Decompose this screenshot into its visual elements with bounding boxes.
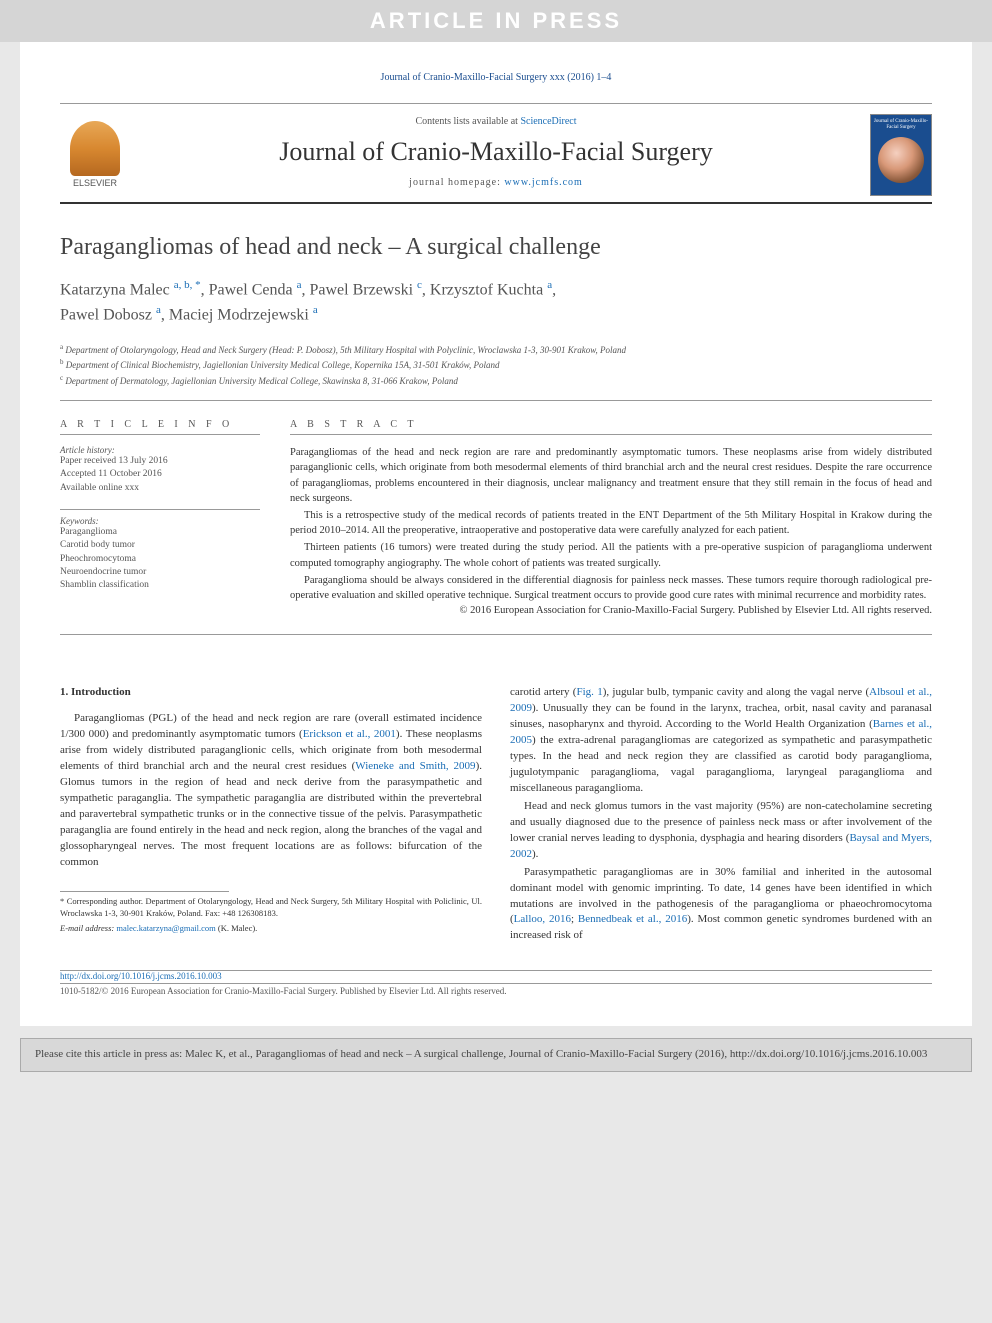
citation-link[interactable]: Bennedbeak et al., 2016 — [578, 913, 687, 925]
affiliation: c Department of Dermatology, Jagiellonia… — [60, 373, 932, 389]
author: Maciej Modrzejewski — [169, 307, 309, 324]
abstract-para: Paraganglioma should be always considere… — [290, 573, 932, 603]
elsevier-tree-icon — [70, 121, 120, 176]
keywords-label: Keywords: — [60, 516, 260, 526]
email-label: E-mail address: — [60, 923, 116, 933]
sciencedirect-link[interactable]: ScienceDirect — [520, 116, 576, 127]
aff-text: Department of Dermatology, Jagiellonian … — [65, 376, 458, 386]
info-abstract-row: A R T I C L E I N F O Article history: P… — [60, 419, 932, 635]
author: Pawel Cenda — [209, 281, 293, 298]
page: Journal of Cranio-Maxillo-Facial Surgery… — [20, 42, 972, 1026]
author-sup: a — [547, 279, 552, 291]
author-sup: a — [156, 304, 161, 316]
homepage-link[interactable]: www.jcmfs.com — [504, 177, 582, 188]
history-item: Accepted 11 October 2016 — [60, 468, 260, 481]
author-sup: a, b, * — [174, 279, 201, 291]
contents-text: Contents lists available at — [415, 116, 520, 127]
author: Pawel Brzewski — [309, 281, 413, 298]
body-text: ), jugular bulb, tympanic cavity and alo… — [603, 686, 869, 698]
author-sup: a — [313, 304, 318, 316]
article-info-heading: A R T I C L E I N F O — [60, 419, 260, 435]
abstract-para: Thirteen patients (16 tumors) were treat… — [290, 540, 932, 570]
cover-title: Journal of Cranio-Maxillo-Facial Surgery — [871, 119, 931, 131]
author: Pawel Dobosz — [60, 307, 152, 324]
history-item: Available online xxx — [60, 482, 260, 495]
author-sup: a — [297, 279, 302, 291]
journal-header: ELSEVIER Journal of Cranio-Maxillo-Facia… — [60, 103, 932, 204]
body-para: Paragangliomas (PGL) of the head and nec… — [60, 711, 482, 870]
homepage-line: journal homepage: www.jcmfs.com — [60, 177, 932, 188]
aff-sup: b — [60, 358, 64, 366]
body-text: ) the extra-adrenal paragangliomas are c… — [510, 734, 932, 794]
body-text: ; — [571, 913, 578, 925]
keywords-block: Keywords: Paraganglioma Carotid body tum… — [60, 509, 260, 592]
body-columns: 1. Introduction Paragangliomas (PGL) of … — [60, 685, 932, 946]
authors: Katarzyna Malec a, b, *, Pawel Cenda a, … — [60, 277, 932, 328]
article-title: Paragangliomas of head and neck – A surg… — [60, 234, 932, 261]
article-in-press-banner: ARTICLE IN PRESS — [0, 0, 992, 42]
abstract-para: This is a retrospective study of the med… — [290, 508, 932, 538]
homepage-label: journal homepage: — [409, 177, 504, 188]
aff-sup: c — [60, 374, 63, 382]
author-sup: c — [417, 279, 422, 291]
footnote-separator — [60, 891, 229, 892]
body-text: ). Unusually they can be found in the la… — [510, 702, 932, 730]
history-label: Article history: — [60, 445, 260, 455]
email-person: (K. Malec). — [216, 923, 258, 933]
body-column-right: carotid artery (Fig. 1), jugular bulb, t… — [510, 685, 932, 946]
affiliation: b Department of Clinical Biochemistry, J… — [60, 357, 932, 373]
citation-link[interactable]: Lalloo, 2016 — [514, 913, 571, 925]
aff-sup: a — [60, 343, 63, 351]
author: Katarzyna Malec — [60, 281, 170, 298]
email-footnote: E-mail address: malec.katarzyna@gmail.co… — [60, 923, 482, 935]
keyword: Pheochromocytoma — [60, 553, 260, 566]
contents-line: Contents lists available at ScienceDirec… — [60, 116, 932, 127]
issn-copyright: 1010-5182/© 2016 European Association fo… — [60, 986, 507, 996]
keyword: Neuroendocrine tumor — [60, 566, 260, 579]
aff-text: Department of Clinical Biochemistry, Jag… — [66, 360, 500, 370]
abstract-para: Paragangliomas of the head and neck regi… — [290, 445, 932, 506]
citation-link[interactable]: Wieneke and Smith, 2009 — [355, 760, 475, 772]
article-info: A R T I C L E I N F O Article history: P… — [60, 419, 260, 616]
affiliations: a Department of Otolaryngology, Head and… — [60, 342, 932, 402]
body-para: Head and neck glomus tumors in the vast … — [510, 799, 932, 863]
cover-image-icon — [878, 137, 924, 183]
section-heading: 1. Introduction — [60, 685, 482, 701]
email-link[interactable]: malec.katarzyna@gmail.com — [116, 923, 215, 933]
abstract-heading: A B S T R A C T — [290, 419, 932, 435]
journal-cover-thumbnail: Journal of Cranio-Maxillo-Facial Surgery — [870, 114, 932, 196]
journal-name: Journal of Cranio-Maxillo-Facial Surgery — [60, 137, 932, 167]
body-text: ). — [532, 848, 538, 860]
doi-link[interactable]: http://dx.doi.org/10.1016/j.jcms.2016.10… — [60, 971, 932, 984]
author: Krzysztof Kuchta — [430, 281, 543, 298]
elsevier-logo: ELSEVIER — [60, 114, 130, 194]
citation-link[interactable]: Erickson et al., 2001 — [303, 728, 396, 740]
affiliation: a Department of Otolaryngology, Head and… — [60, 342, 932, 358]
citation-box: Please cite this article in press as: Ma… — [20, 1038, 972, 1071]
aff-text: Department of Otolaryngology, Head and N… — [65, 345, 626, 355]
top-citation: Journal of Cranio-Maxillo-Facial Surgery… — [60, 62, 932, 103]
body-text: ). Glomus tumors in the region of head a… — [60, 760, 482, 868]
body-para: Parasympathetic paragangliomas are in 30… — [510, 865, 932, 945]
history-item: Paper received 13 July 2016 — [60, 455, 260, 468]
doi-block: http://dx.doi.org/10.1016/j.jcms.2016.10… — [60, 970, 932, 996]
abstract: A B S T R A C T Paragangliomas of the he… — [290, 419, 932, 616]
body-column-left: 1. Introduction Paragangliomas (PGL) of … — [60, 685, 482, 946]
keyword: Shamblin classification — [60, 579, 260, 592]
keyword: Carotid body tumor — [60, 539, 260, 552]
body-para: carotid artery (Fig. 1), jugular bulb, t… — [510, 685, 932, 797]
keyword: Paraganglioma — [60, 526, 260, 539]
abstract-copyright: © 2016 European Association for Cranio-M… — [290, 605, 932, 616]
figure-link[interactable]: Fig. 1 — [576, 686, 602, 698]
corresponding-author-footnote: * Corresponding author. Department of Ot… — [60, 896, 482, 920]
body-text: carotid artery ( — [510, 686, 576, 698]
abstract-text: Paragangliomas of the head and neck regi… — [290, 445, 932, 603]
elsevier-text: ELSEVIER — [73, 178, 117, 188]
